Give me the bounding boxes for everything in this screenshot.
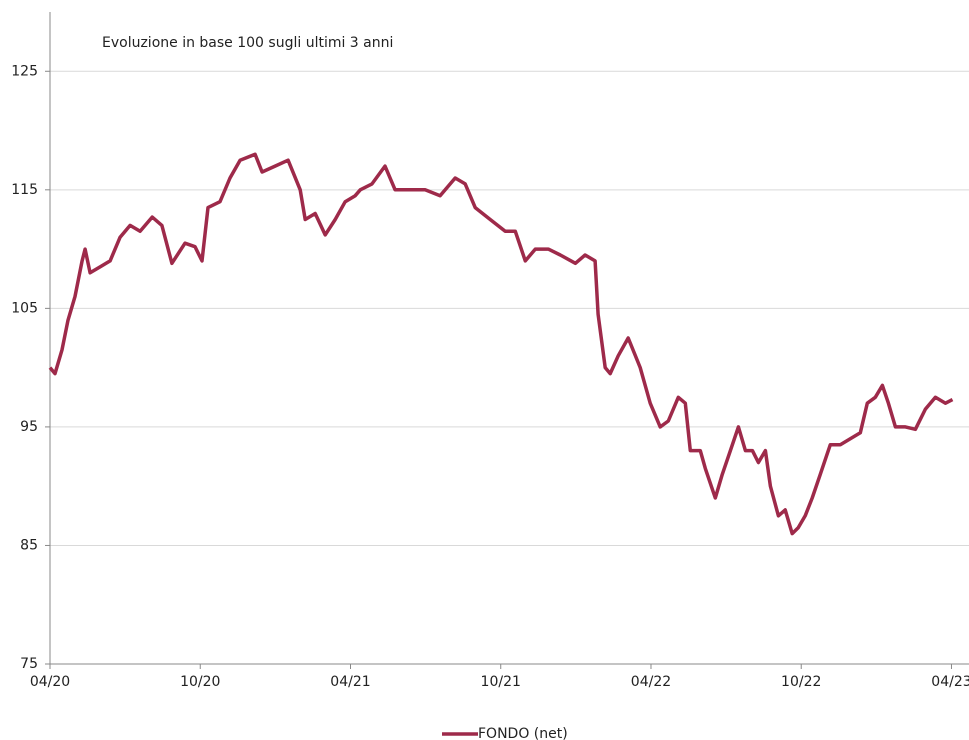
y-tick-label: 75 [20, 656, 38, 672]
x-tick-label: 04/23 [931, 674, 969, 690]
y-tick-label: 85 [20, 537, 38, 553]
y-tick-label: 125 [11, 63, 38, 79]
x-tick-label: 10/22 [781, 674, 821, 690]
y-tick-label: 105 [11, 300, 38, 316]
x-tick-label: 10/20 [180, 674, 220, 690]
x-tick-label: 04/22 [631, 674, 671, 690]
legend-label: FONDO (net) [478, 726, 568, 740]
x-tick-label: 04/21 [330, 674, 370, 690]
y-tick-label: 115 [11, 182, 38, 198]
chart-title: Evoluzione in base 100 sugli ultimi 3 an… [102, 35, 393, 51]
data-line [48, 152, 954, 536]
y-tick-label: 95 [20, 419, 38, 435]
x-tick-label: 10/21 [481, 674, 521, 690]
x-tick-label: 04/20 [30, 674, 70, 690]
